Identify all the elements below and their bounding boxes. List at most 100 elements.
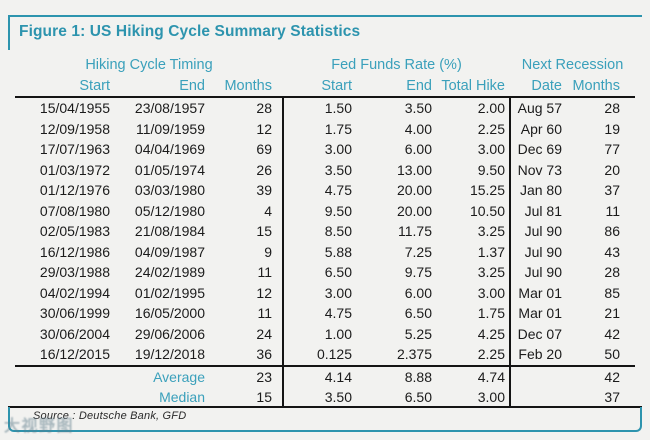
column-divider-1 [282, 98, 284, 407]
column-header: Months [224, 77, 272, 94]
cell: 20.00 [396, 182, 432, 199]
cell: 4.75 [324, 182, 352, 199]
watermark: 大视野图 [4, 418, 75, 435]
table-row: 07/08/1980 05/12/1980 4 9.50 20.00 10.50 Jul 8… [15, 201, 635, 222]
column-header: End [406, 77, 432, 94]
table-row: 01/12/1976 03/03/1980 39 4.75 20.00 15.25 Jan … [15, 180, 635, 201]
cell: 16/12/2015 [39, 346, 110, 363]
group-header-fed-funds-rate: Fed Funds Rate (%) [331, 57, 462, 73]
cell: 24/02/1989 [134, 264, 205, 281]
cell: Jan 80 [519, 182, 562, 199]
cell: 3.50 [324, 161, 352, 178]
cell: 85 [604, 284, 620, 301]
cell: Jul 90 [524, 243, 562, 260]
cell: 5.25 [404, 325, 432, 342]
cell: 4 [264, 202, 272, 219]
cell: 6.50 [324, 264, 352, 281]
cell: 8.88 [404, 368, 432, 385]
cell: 42 [604, 325, 620, 342]
cell: 37 [604, 388, 620, 405]
cell: 10.50 [469, 202, 505, 219]
cell: 1.00 [324, 325, 352, 342]
table-row: 16/12/1986 04/09/1987 9 5.88 7.25 1.37 Jul 90 4… [15, 242, 635, 263]
cell: 6.00 [404, 284, 432, 301]
cell: 19/12/2018 [134, 346, 205, 363]
cell: 16/05/2000 [134, 305, 205, 322]
cell: 01/02/1995 [134, 284, 205, 301]
cell: 19 [604, 120, 620, 137]
cell: 15 [256, 223, 272, 240]
cell: 21/08/1984 [134, 223, 205, 240]
cell: 28 [604, 100, 620, 117]
cell: 07/08/1980 [39, 202, 110, 219]
cell: Feb 20 [518, 346, 562, 363]
cell: 7.25 [404, 243, 432, 260]
cell: 30/06/2004 [39, 325, 110, 342]
cell: 2.25 [477, 346, 505, 363]
cell: 43 [604, 243, 620, 260]
table-row: 15/04/1955 23/08/1957 28 1.50 3.50 2.00 Aug 57… [15, 98, 635, 119]
cell: 11 [257, 305, 272, 322]
cell: 3.00 [477, 284, 505, 301]
cell: 15/04/1955 [39, 100, 110, 117]
column-header: Start [79, 77, 110, 94]
cell: 3.50 [324, 388, 352, 405]
column-header: Months [572, 77, 620, 94]
cell: 12 [256, 120, 272, 137]
cell: 2.00 [477, 100, 505, 117]
cell: 9.50 [477, 161, 505, 178]
column-header: Start [321, 77, 352, 94]
cell: Dec 69 [517, 141, 562, 158]
group-header-next-recession: Next Recession [521, 57, 624, 73]
cell: 1.37 [477, 243, 505, 260]
cell: 4.74 [477, 368, 505, 385]
cell: 02/05/1983 [39, 223, 110, 240]
cell: 42 [604, 368, 620, 385]
cell: 36 [256, 346, 272, 363]
cell: 20.00 [396, 202, 432, 219]
cell: 3.25 [477, 223, 505, 240]
summary-row-median: Median 15 3.50 6.50 3.00 37 [15, 387, 635, 407]
cell: Apr 60 [520, 120, 562, 137]
cell: 3.00 [324, 284, 352, 301]
cell: 04/09/1987 [134, 243, 205, 260]
cell: 11/09/1959 [135, 120, 205, 137]
cell: 86 [604, 223, 620, 240]
cell: Dec 07 [517, 325, 562, 342]
cell: Jul 81 [524, 202, 562, 219]
cell: 2.375 [396, 346, 432, 363]
cell: 4.25 [477, 325, 505, 342]
cell: Median [159, 388, 205, 405]
cell: 04/04/1969 [134, 141, 205, 158]
table-bottom-rule [8, 406, 642, 408]
cell: 01/12/1976 [39, 182, 110, 199]
cell: 3.50 [404, 100, 432, 117]
source-frame-border [8, 407, 642, 432]
table-body: 15/04/1955 23/08/1957 28 1.50 3.50 2.00 Aug 57… [15, 96, 635, 407]
cell: 20 [604, 161, 620, 178]
table-row: 29/03/1988 24/02/1989 11 6.50 9.75 3.25 Jul 90… [15, 262, 635, 283]
table-row: 01/03/1972 01/05/1974 26 3.50 13.00 9.50 Nov 7… [15, 160, 635, 181]
column-header-row: Start End Months Start End Total Hike Date Mont… [15, 75, 635, 96]
cell: 28 [256, 100, 272, 117]
cell: 30/06/1999 [39, 305, 110, 322]
cell: 3.25 [477, 264, 505, 281]
table-row: 02/05/1983 21/08/1984 15 8.50 11.75 3.25 Jul 9… [15, 221, 635, 242]
summary-row-average: Average 23 4.14 8.88 4.74 42 [15, 364, 635, 387]
cell: 37 [604, 182, 620, 199]
cell: 01/03/1972 [39, 161, 110, 178]
cell: 6.00 [404, 141, 432, 158]
cell: 15 [256, 388, 272, 405]
cell: Average [153, 368, 205, 385]
cell: 3.00 [477, 388, 505, 405]
cell: 1.50 [324, 100, 352, 117]
cell: 4.00 [404, 120, 432, 137]
cell: 29/03/1988 [39, 264, 110, 281]
cell: 3.00 [324, 141, 352, 158]
cell: Mar 01 [518, 284, 562, 301]
cell: 11.75 [398, 223, 432, 240]
cell: 4.14 [324, 368, 352, 385]
source-note: Source : Deutsche Bank, GFD [33, 410, 187, 422]
cell: 2.25 [477, 120, 505, 137]
